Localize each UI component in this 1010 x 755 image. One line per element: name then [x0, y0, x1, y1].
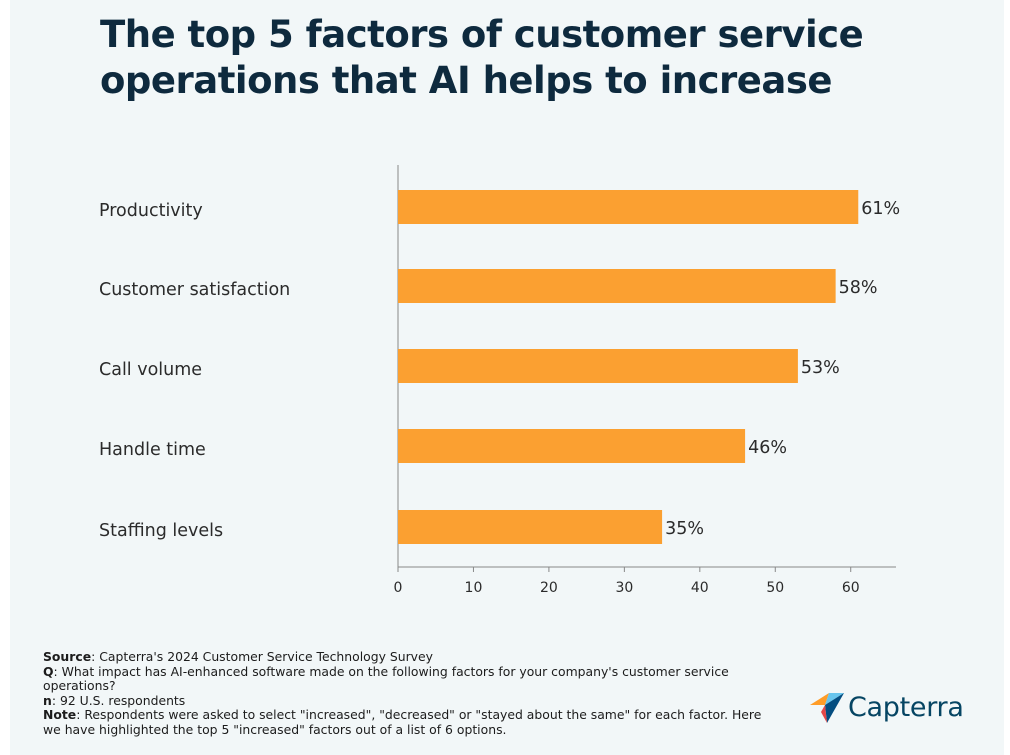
data-label: 35% [665, 519, 704, 539]
chart-title-line-2: operations that AI helps to increase [100, 59, 832, 102]
footnote-question-label: Q [43, 663, 54, 679]
footnotes: Source: Capterra's 2024 Customer Service… [43, 649, 763, 738]
x-tick-label: 20 [540, 580, 558, 596]
bar [398, 349, 798, 383]
footnote-question: Q: What impact has AI-enhanced software … [43, 663, 763, 694]
category-label: Call volume [99, 360, 202, 380]
footnote-note-label: Note [43, 707, 77, 723]
x-tick-label: 60 [842, 580, 860, 596]
bar [398, 269, 836, 303]
data-label: 46% [748, 438, 787, 458]
capterra-logo-text: Capterra [848, 692, 964, 723]
chart-title: The top 5 factors of customer service op… [100, 12, 980, 104]
footnote-source-text: : Capterra's 2024 Customer Service Techn… [91, 649, 433, 664]
bar [398, 429, 746, 463]
footnote-note-text: : Respondents were asked to select "incr… [43, 707, 762, 737]
footnote-question-text: : What impact has AI-enhanced software m… [43, 663, 729, 694]
capterra-logo: Capterra [810, 692, 964, 723]
bar [398, 510, 663, 544]
footnote-source: Source: Capterra's 2024 Customer Service… [43, 649, 763, 665]
category-label: Staffing levels [99, 521, 223, 541]
x-tick-label: 50 [766, 580, 784, 596]
category-label: Productivity [99, 201, 203, 221]
x-tick-label: 10 [465, 580, 483, 596]
footnote-sample-size: n: 92 U.S. respondents [43, 692, 763, 709]
capterra-arrow-icon [810, 692, 844, 723]
category-label: Customer satisfaction [99, 280, 290, 300]
data-label: 61% [861, 199, 900, 219]
chart-title-line-1: The top 5 factors of customer service [100, 13, 864, 56]
data-label: 53% [801, 358, 840, 378]
x-tick-label: 0 [394, 580, 403, 596]
x-tick-label: 30 [615, 580, 633, 596]
data-label: 58% [839, 278, 878, 298]
category-label: Handle time [99, 440, 206, 460]
footnote-source-label: Source [43, 649, 92, 664]
bar-chart: 0 10 20 30 40 50 60 Productivity 61% Customer sat… [99, 165, 900, 596]
footnote-note: Note: Respondents were asked to select "… [43, 708, 763, 737]
footnote-n-label: n [43, 692, 52, 708]
footnote-n-text: : 92 U.S. respondents [51, 692, 186, 708]
x-tick-label: 40 [691, 580, 709, 596]
bar [398, 190, 859, 224]
